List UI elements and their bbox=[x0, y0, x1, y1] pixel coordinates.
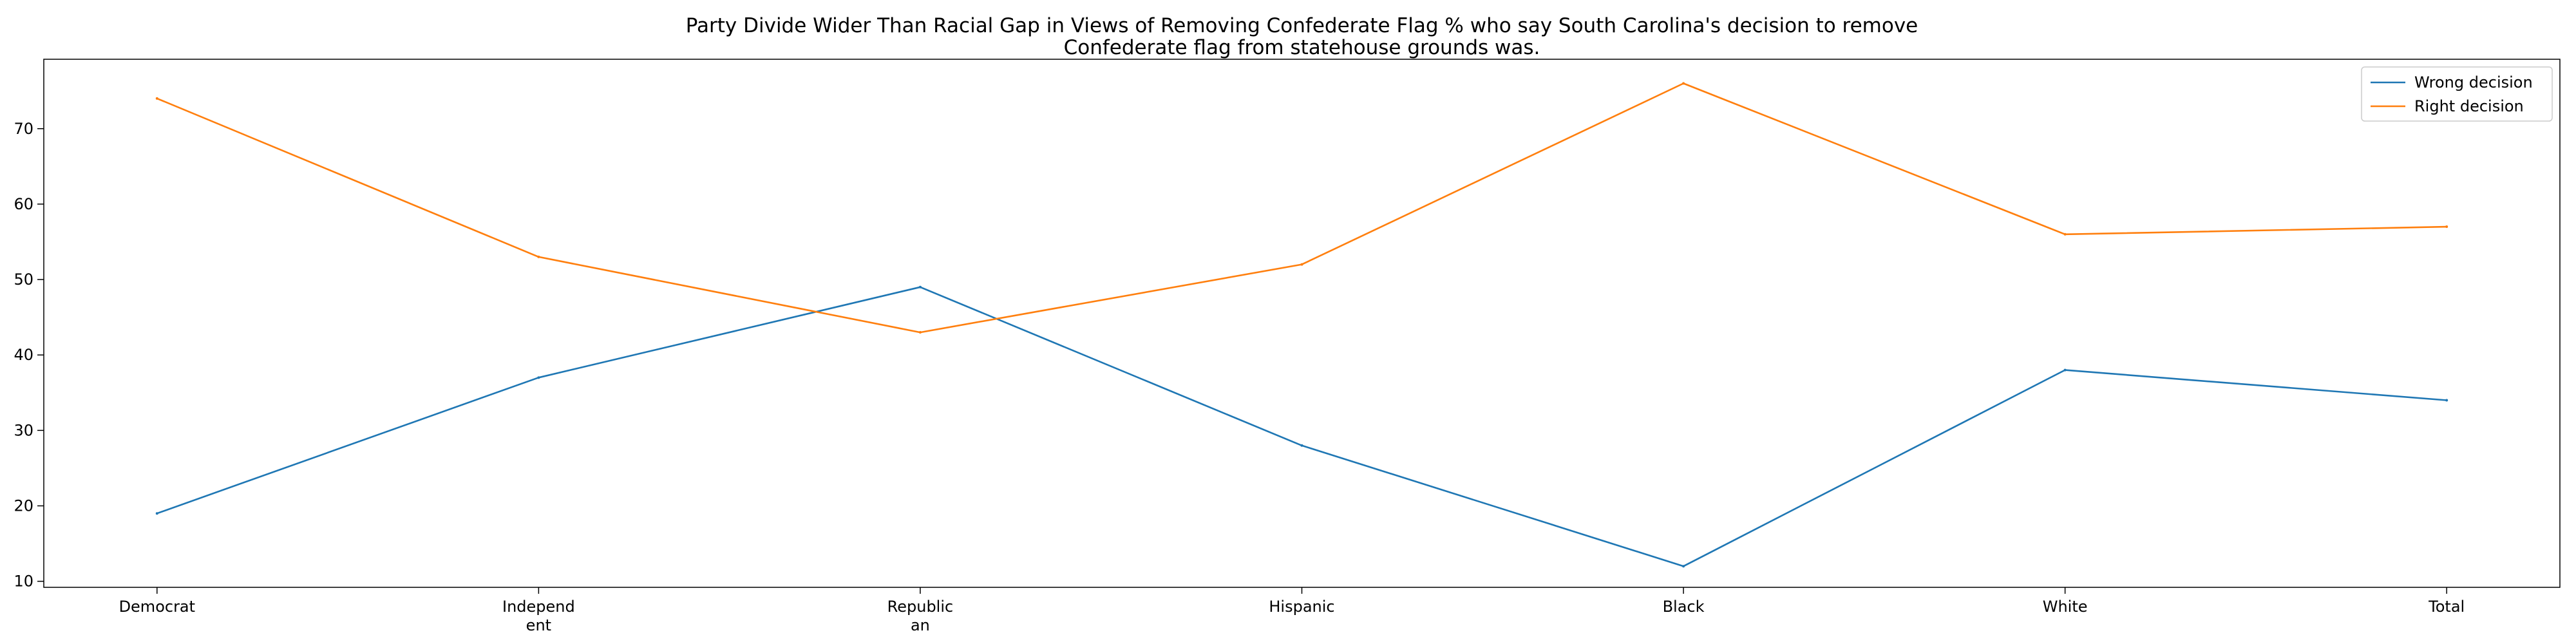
x-tick-label: an bbox=[911, 616, 930, 634]
data-point-wrong-decision bbox=[155, 512, 158, 515]
data-point-right-decision bbox=[918, 331, 922, 334]
series-lines bbox=[155, 82, 2448, 568]
data-point-wrong-decision bbox=[1682, 565, 1685, 568]
legend-label: Wrong decision bbox=[2414, 73, 2533, 91]
x-tick-label: Republic bbox=[887, 598, 954, 616]
data-point-wrong-decision bbox=[918, 285, 922, 289]
y-tick-label: 70 bbox=[14, 120, 33, 138]
chart-title-line-2: Confederate flag from statehouse grounds… bbox=[1064, 36, 1540, 59]
y-tick-label: 30 bbox=[14, 421, 33, 439]
data-point-right-decision bbox=[1300, 263, 1303, 266]
data-point-right-decision bbox=[2445, 225, 2448, 229]
series-line-right-decision bbox=[156, 82, 2447, 334]
legend-label: Right decision bbox=[2414, 97, 2524, 115]
y-axis: 10 20 30 40 50 60 70 bbox=[14, 120, 44, 591]
plot-area bbox=[43, 59, 2561, 588]
y-tick-label: 60 bbox=[14, 195, 33, 213]
data-point-wrong-decision bbox=[2445, 399, 2448, 402]
data-point-right-decision bbox=[155, 97, 158, 100]
series-line-wrong-decision bbox=[156, 286, 2447, 567]
data-point-wrong-decision bbox=[2063, 368, 2067, 372]
x-tick-label: Democrat bbox=[119, 598, 196, 616]
x-tick-label: Hispanic bbox=[1269, 598, 1334, 616]
legend: Wrong decision Right decision bbox=[2361, 66, 2553, 122]
data-point-wrong-decision bbox=[1300, 444, 1303, 447]
x-tick-label: ent bbox=[526, 616, 551, 634]
x-tick-label: Black bbox=[1663, 598, 1705, 616]
y-tick-label: 10 bbox=[14, 573, 33, 591]
x-tick-label: White bbox=[2043, 598, 2088, 616]
y-tick-label: 20 bbox=[14, 497, 33, 515]
chart-title-line-1: Party Divide Wider Than Racial Gap in Vi… bbox=[686, 14, 1918, 37]
data-point-right-decision bbox=[2063, 232, 2067, 236]
data-point-wrong-decision bbox=[537, 376, 540, 379]
legend-box bbox=[2361, 66, 2553, 122]
data-point-right-decision bbox=[1682, 82, 1685, 85]
y-tick-label: 40 bbox=[14, 346, 33, 364]
x-tick-label: Total bbox=[2428, 598, 2465, 616]
y-tick-label: 50 bbox=[14, 270, 33, 289]
x-tick-label: Independ bbox=[502, 598, 575, 616]
data-point-right-decision bbox=[537, 255, 540, 258]
chart-title: Party Divide Wider Than Racial Gap in Vi… bbox=[686, 14, 1918, 59]
